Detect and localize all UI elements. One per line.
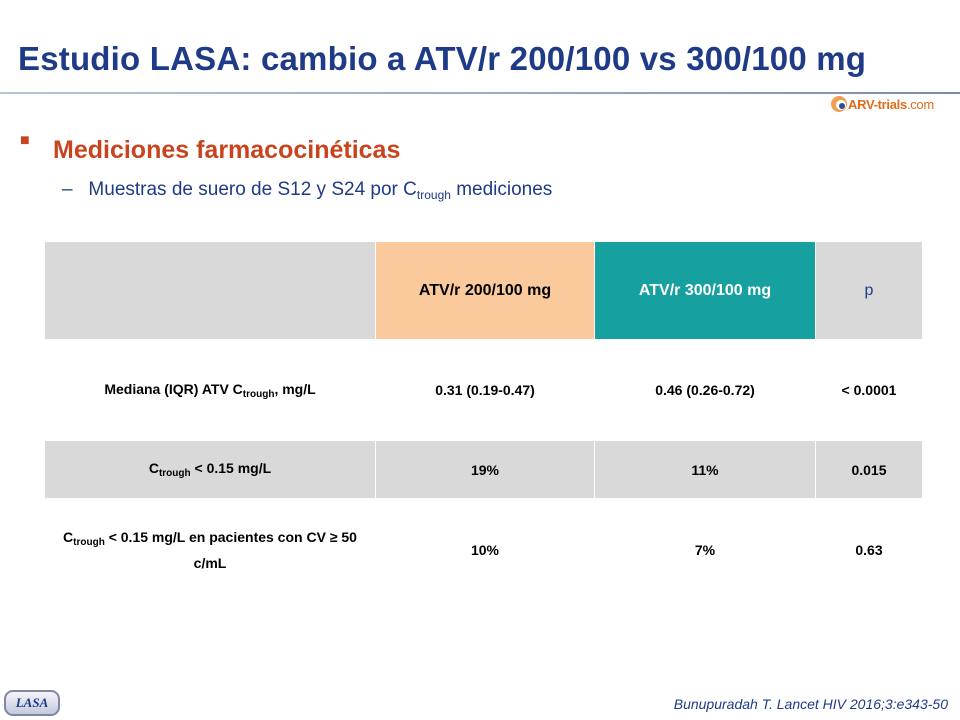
table-row: Ctrough < 0.15 mg/L 19% 11% 0.015 [44, 440, 923, 499]
cell-p: 0.015 [815, 440, 923, 499]
bullet-square-icon: ■ [20, 132, 30, 149]
row-label: Mediana (IQR) ATV Ctrough, mg/L [44, 339, 376, 441]
cell-atv-200: 0.31 (0.19-0.47) [375, 339, 595, 441]
lasa-tag: LASA [4, 690, 60, 716]
logo-emblem-icon [831, 96, 847, 112]
header-empty-cell [44, 241, 376, 340]
sub-bullet: – Muestras de suero de S12 y S24 por Ctr… [62, 179, 552, 202]
arv-trials-logo: ARV-trials.com [830, 92, 942, 118]
reference-citation: Bunupuradah T. Lancet HIV 2016;3:e343-50 [673, 696, 948, 712]
cell-p: 0.63 [815, 498, 923, 601]
sub-bullet-suffix: mediciones [450, 179, 553, 200]
row-label: Ctrough < 0.15 mg/L en pacientes con CV … [44, 498, 376, 601]
row-label: Ctrough < 0.15 mg/L [44, 440, 376, 499]
header-atv-200: ATV/r 200/100 mg [375, 241, 595, 340]
sub-bullet-dash: – [62, 179, 73, 200]
sub-bullet-subscript: trough [416, 188, 451, 202]
header-atv-300: ATV/r 300/100 mg [594, 241, 816, 340]
table-row: Mediana (IQR) ATV Ctrough, mg/L 0.31 (0.… [44, 339, 923, 441]
cell-atv-200: 19% [375, 440, 595, 499]
title-rule [0, 92, 960, 94]
header-p: p [815, 241, 923, 340]
table-row: Ctrough < 0.15 mg/L en pacientes con CV … [44, 498, 923, 601]
pk-table: ATV/r 200/100 mg ATV/r 300/100 mg p Medi… [44, 241, 923, 601]
table-header-row: ATV/r 200/100 mg ATV/r 300/100 mg p [44, 241, 923, 340]
cell-p: < 0.0001 [815, 339, 923, 441]
logo-text: ARV-trials.com [848, 97, 934, 112]
sub-bullet-prefix: Muestras de suero de S12 y S24 por C [88, 179, 417, 200]
cell-atv-300: 7% [594, 498, 816, 601]
cell-atv-200: 10% [375, 498, 595, 601]
slide-title: Estudio LASA: cambio a ATV/r 200/100 vs … [18, 40, 867, 77]
bullet-heading: Mediciones farmacocinéticas [53, 136, 401, 164]
cell-atv-300: 11% [594, 440, 816, 499]
cell-atv-300: 0.46 (0.26-0.72) [594, 339, 816, 441]
